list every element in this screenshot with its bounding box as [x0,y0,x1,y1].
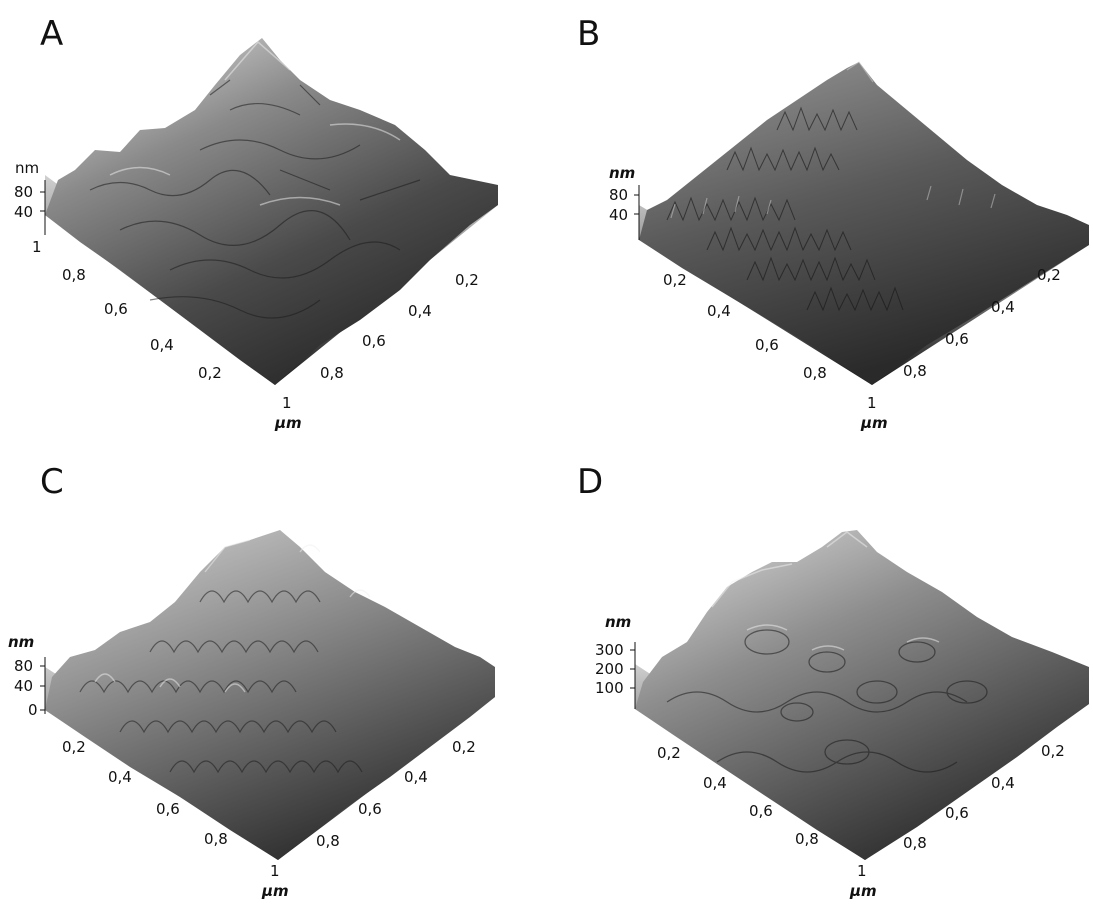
left-axis-tick: 0,4 [703,774,727,792]
right-axis-tick: 0,8 [903,362,927,380]
afm-surface-plot: nm 80 40 1 0,8 0,6 0,4 0,2 0,2 0,4 0,6 0… [14,38,498,432]
z-axis-unit: nm [8,633,34,651]
afm-surface-plot: nm 300 200 100 0,2 0,4 0,6 0,8 0,2 0,4 0… [595,530,1089,900]
z-tick: 0 [28,701,38,719]
panel-c: C [0,452,546,904]
z-tick: 100 [595,679,624,697]
z-axis [40,657,46,714]
left-axis-tick: 1 [32,238,42,256]
left-axis-tick: 0,8 [803,364,827,382]
z-tick: 300 [595,641,624,659]
panel-letter: C [40,462,64,502]
right-axis-tick: 0,8 [316,832,340,850]
left-axis-tick: 0,4 [150,336,174,354]
right-axis-tick: 0,2 [1037,266,1061,284]
right-axis-tick: 0,8 [320,364,344,382]
surface-highlights [711,531,940,651]
right-axis-tick: 0,6 [945,330,969,348]
right-axis-tick: 0,6 [945,804,969,822]
right-axis-tick: 0,4 [404,768,428,786]
left-axis-tick: 0,2 [657,744,681,762]
z-tick: 40 [14,203,33,221]
xy-axis-unit: µm [261,882,289,900]
xy-axis-unit: µm [274,414,302,432]
surface-top [45,530,495,860]
panel-a: A [0,0,546,452]
panel-b: B [547,0,1093,452]
right-axis-tick: 0,4 [991,298,1015,316]
left-axis-tick: 0,6 [755,336,779,354]
left-axis-tick: 0,8 [795,830,819,848]
right-axis-tick: 0,2 [1041,742,1065,760]
surface-highlights [670,61,996,219]
right-axis-tick: 1 [282,394,292,412]
z-axis-unit: nm [609,164,635,182]
right-axis-tick: 0,8 [903,834,927,852]
right-axis-tick: 0,2 [455,271,479,289]
right-axis-tick: 0,2 [452,738,476,756]
afm-surface-plot: nm 80 40 0,2 0,4 0,6 0,8 0,2 0,4 0,6 0,8… [609,61,1089,432]
left-axis-tick: 0,4 [707,302,731,320]
z-tick: 40 [609,206,628,224]
surface-top [635,530,1089,860]
surface-highlights [109,40,401,206]
surface-highlights [94,539,371,693]
z-axis-unit: nm [605,613,631,631]
right-axis-tick: 0,6 [362,332,386,350]
z-tick: 80 [609,186,628,204]
xy-axis-unit: µm [849,882,877,900]
left-axis-tick: 0,8 [62,266,86,284]
right-axis-tick: 1 [857,862,867,880]
z-tick: 40 [14,677,33,695]
left-axis-tick: 0,6 [156,800,180,818]
left-axis-tick: 0,2 [663,271,687,289]
surface-top [639,62,1089,385]
z-axis [634,185,640,240]
left-axis-tick: 0,8 [204,830,228,848]
panel-letter: B [577,14,601,54]
z-tick: 80 [14,183,33,201]
surface-texture [666,106,904,312]
right-axis-tick: 0,4 [991,774,1015,792]
right-axis-tick: 0,6 [358,800,382,818]
surface-top [45,38,498,385]
right-axis-tick: 1 [867,394,877,412]
z-axis [40,180,46,235]
left-axis-tick: 0,2 [62,738,86,756]
z-tick: 80 [14,657,33,675]
xy-axis-unit: µm [860,414,888,432]
right-axis-tick: 1 [270,862,280,880]
panel-letter: D [577,462,604,502]
left-axis-tick: 0,2 [198,364,222,382]
surface-texture [79,590,363,774]
surface-texture [666,629,988,773]
left-axis-tick: 0,6 [749,802,773,820]
afm-surface-plot: nm 80 40 0 0,2 0,4 0,6 0,8 0,2 0,4 0,6 0… [8,530,495,900]
panel-d: D [547,452,1093,904]
surface-texture [89,79,421,319]
z-axis-unit: nm [15,159,39,177]
panel-letter: A [40,14,64,54]
right-axis-tick: 0,4 [408,302,432,320]
z-tick: 200 [595,660,624,678]
z-axis [630,642,636,709]
left-axis-tick: 0,4 [108,768,132,786]
left-axis-tick: 0,6 [104,300,128,318]
